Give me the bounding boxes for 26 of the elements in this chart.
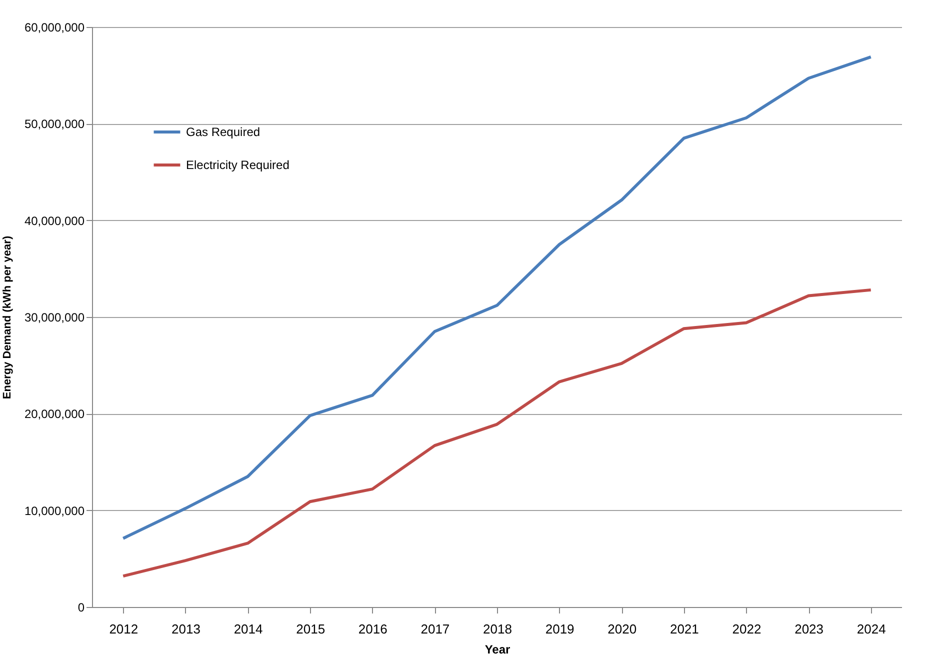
y-tick-label: 50,000,000 [24, 117, 85, 132]
y-tick-label: 60,000,000 [24, 20, 85, 34]
y-tick-label: 30,000,000 [24, 310, 85, 324]
legend-label: Electricity Required [186, 158, 290, 172]
x-tick-label: 2020 [608, 622, 637, 636]
x-tick-label: 2022 [732, 622, 762, 636]
x-tick-label: 2018 [483, 622, 512, 636]
x-tick-label: 2017 [420, 622, 450, 636]
x-tick-label: 2019 [545, 622, 574, 636]
line-series [122, 288, 872, 578]
y-tick-label: 0 [78, 600, 85, 614]
x-tick-label: 2015 [296, 622, 326, 636]
x-tick-label: 2013 [172, 622, 200, 636]
line-series [122, 55, 872, 540]
y-tick-label: 10,000,000 [24, 504, 85, 518]
y-tick-label: 40,000,000 [24, 214, 85, 228]
legend-label: Gas Required [186, 125, 260, 139]
x-tick-label: 2024 [856, 622, 886, 636]
x-tick-label: 2021 [670, 622, 699, 636]
y-axis-title: Energy Demand (kWh per year) [1, 236, 14, 400]
y-tick-label: 20,000,000 [24, 407, 85, 422]
x-tick-label: 2023 [794, 622, 824, 636]
x-tick-label: 2012 [109, 622, 138, 636]
x-tick-label: 2014 [234, 622, 263, 636]
x-axis-title: Year [484, 642, 511, 656]
x-tick-label: 2016 [358, 622, 388, 636]
